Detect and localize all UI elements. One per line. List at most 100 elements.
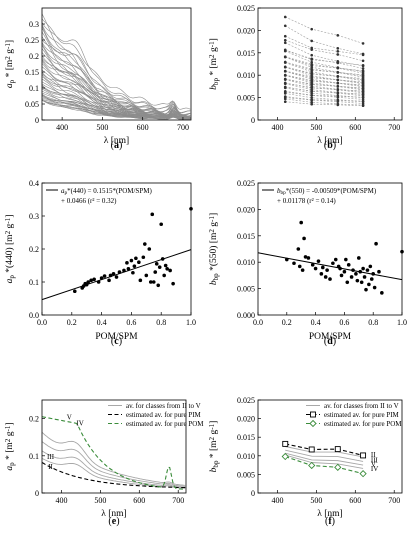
legend-marker <box>310 411 316 418</box>
bbp-series-line <box>285 101 364 107</box>
bbp-series-line <box>285 97 364 104</box>
data-point <box>156 283 161 288</box>
y-tick-label: 0.005 <box>237 94 255 103</box>
data-point <box>131 270 135 275</box>
x-tick-label: 0.8 <box>156 318 166 327</box>
panel-caption: (f) <box>325 516 335 527</box>
data-point <box>400 249 404 254</box>
legend-equation-line2: + 0.01178 (r² = 0.14) <box>277 197 336 205</box>
x-axis-label: λ [nm] <box>104 136 129 146</box>
bbp-point <box>283 74 287 77</box>
data-point <box>358 269 363 274</box>
spectrum-curve <box>42 27 191 119</box>
data-point <box>84 282 89 287</box>
bbp-point <box>336 75 340 78</box>
class-average-curve <box>42 441 186 487</box>
bbp-point <box>283 100 287 104</box>
paren: ) <box>333 140 336 151</box>
bbp-point <box>283 86 287 90</box>
data-point <box>126 267 131 271</box>
bbp-point <box>361 73 365 77</box>
bbp-point <box>361 53 365 57</box>
data-point <box>299 220 304 225</box>
data-point <box>114 275 119 279</box>
label-segment: λ <box>101 509 106 519</box>
bbp-point <box>310 91 314 95</box>
x-tick-label: 0.4 <box>97 318 107 327</box>
bbp-point <box>310 89 314 93</box>
data-point <box>125 261 129 265</box>
bbp-point <box>336 78 340 82</box>
data-point <box>132 264 137 268</box>
bbp-point <box>283 41 287 45</box>
paren: ( <box>325 516 329 527</box>
bbp-point <box>283 15 287 19</box>
pim-square-marker <box>360 452 367 459</box>
spectrum-curve <box>42 13 191 119</box>
spectrum-curve <box>42 76 191 119</box>
panel-f: 400 500 600 700 0 0.005 0.010 0.015 0.020 0.025 II… <box>208 396 403 527</box>
label-segment: g <box>5 431 15 438</box>
paren: ) <box>333 336 336 347</box>
data-point <box>354 272 358 276</box>
spectrum-curve <box>42 24 191 116</box>
data-point <box>285 257 289 262</box>
bbp-point <box>310 75 314 79</box>
bbp-series-line <box>285 71 364 87</box>
class-label: II <box>371 451 376 459</box>
class-label: IV <box>371 465 378 473</box>
bbp-point <box>310 53 314 57</box>
panel-caption: (b) <box>324 140 336 151</box>
x-tick-label: 400 <box>56 123 68 132</box>
y-tick-label: 0.2 <box>29 415 39 424</box>
bbp-series-line <box>285 82 364 94</box>
data-point <box>338 266 342 271</box>
y-tick-label: 0.025 <box>237 179 255 188</box>
label-segment: ] <box>5 215 15 218</box>
panel-caption: (a) <box>111 140 123 151</box>
bbp-point <box>361 64 365 67</box>
legend-entry: estimated av. for pure PIM <box>126 411 202 419</box>
data-point <box>306 256 311 260</box>
data-point <box>292 261 296 266</box>
data-point <box>165 267 169 271</box>
label-segment: g <box>209 47 219 54</box>
data-point <box>357 256 361 260</box>
x-tick-label: 0.0 <box>37 318 47 327</box>
bbp-series-line <box>285 56 364 72</box>
bbp-point <box>283 34 287 38</box>
label-segment: p <box>8 462 16 466</box>
bbp-point <box>310 102 314 106</box>
y-tick-label: 0.020 <box>237 205 255 214</box>
data-point <box>92 277 96 282</box>
y-axis-label: bbp * [m2 g-1] <box>208 421 220 473</box>
bbp-point <box>361 100 365 103</box>
x-tick-label: 1.0 <box>186 318 196 327</box>
data-point <box>319 272 324 276</box>
x-tick-label: 700 <box>388 496 400 505</box>
legend-equation-line2: + 0.0466 (r² = 0.32) <box>61 197 117 205</box>
paren: ( <box>111 140 115 151</box>
label-segment: g <box>209 222 219 229</box>
y-tick-label: 0.1 <box>29 452 39 461</box>
spectrum-curve <box>42 63 191 119</box>
label-segment: -1 <box>208 216 216 222</box>
paren: ( <box>111 336 115 347</box>
bbp-series-line <box>285 74 364 88</box>
paren: ) <box>116 516 119 527</box>
data-point <box>107 278 111 283</box>
bbp-series-line <box>285 61 364 76</box>
class-average-curve <box>42 431 186 486</box>
bbp-point <box>310 86 314 89</box>
caption-letter: f <box>328 516 332 527</box>
data-point <box>171 281 175 286</box>
x-tick-label: 0.2 <box>282 318 292 327</box>
y-tick-label: 0.2 <box>29 52 39 61</box>
x-axis-label: POM/SPM <box>309 332 352 342</box>
data-point <box>372 285 377 290</box>
spectrum-curve <box>42 71 191 120</box>
data-point <box>331 261 335 266</box>
y-tick-label: 0.020 <box>237 26 255 35</box>
bbp-point <box>310 79 314 82</box>
label-segment: * [m <box>5 442 15 463</box>
